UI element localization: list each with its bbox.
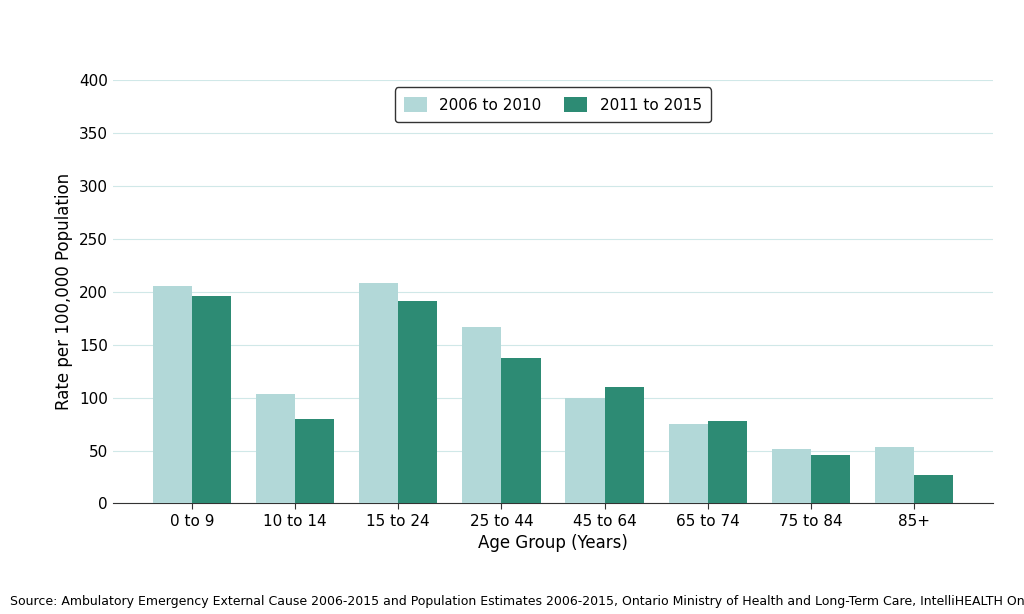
Bar bbox=[565, 398, 604, 503]
Bar bbox=[502, 359, 541, 503]
Bar bbox=[153, 286, 191, 503]
Bar bbox=[874, 448, 914, 503]
Y-axis label: Rate per 100,000 Population: Rate per 100,000 Population bbox=[55, 173, 74, 410]
Bar bbox=[359, 283, 398, 503]
X-axis label: Age Group (Years): Age Group (Years) bbox=[478, 534, 628, 553]
Bar bbox=[295, 419, 334, 503]
Bar bbox=[772, 449, 811, 503]
Bar bbox=[669, 424, 708, 503]
Bar bbox=[462, 327, 502, 503]
Bar bbox=[191, 296, 231, 503]
Bar bbox=[914, 475, 953, 503]
Bar bbox=[604, 387, 644, 503]
Bar bbox=[708, 421, 746, 503]
Legend: 2006 to 2010, 2011 to 2015: 2006 to 2010, 2011 to 2015 bbox=[395, 87, 711, 122]
Bar bbox=[811, 455, 850, 503]
Bar bbox=[256, 394, 295, 503]
Text: Source: Ambulatory Emergency External Cause 2006-2015 and Population Estimates 2: Source: Ambulatory Emergency External Ca… bbox=[10, 595, 1024, 608]
Bar bbox=[398, 301, 437, 503]
